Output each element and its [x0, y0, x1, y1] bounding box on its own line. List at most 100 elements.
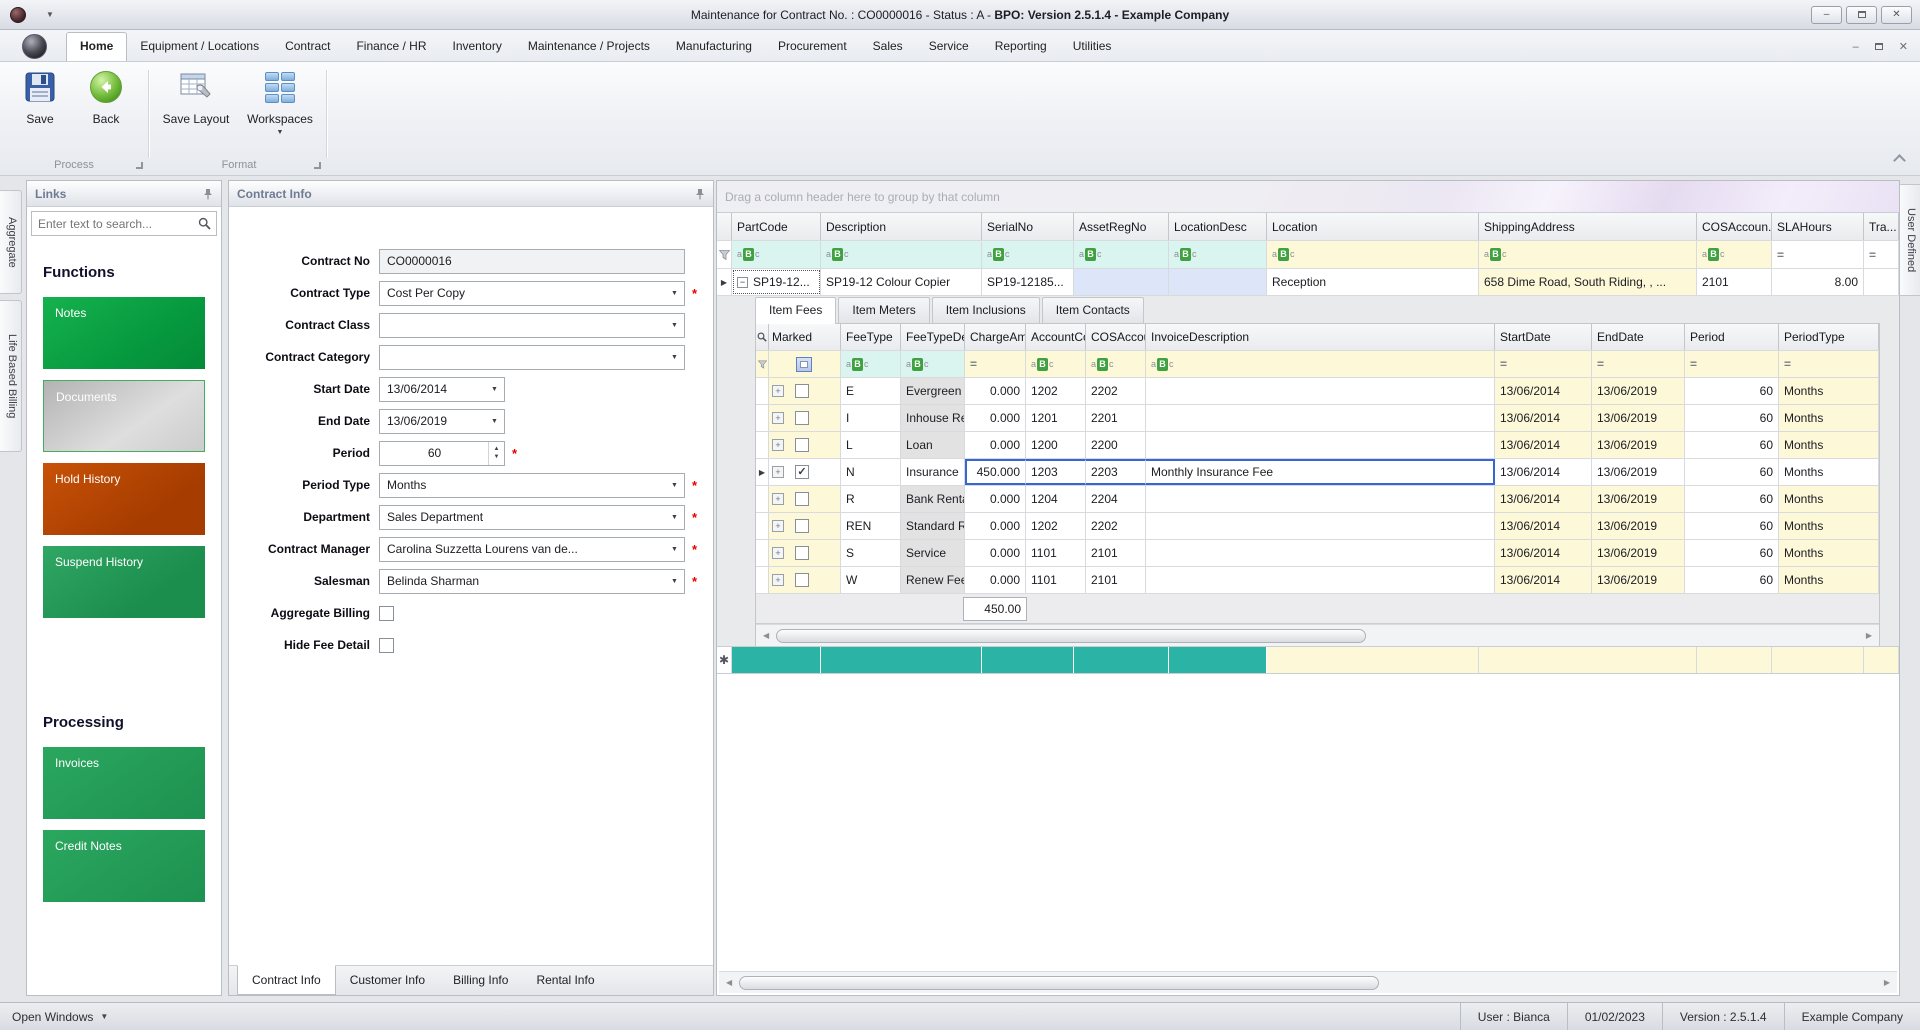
ribbon-tab-service[interactable]: Service — [928, 39, 969, 53]
scrollbar-thumb[interactable] — [776, 628, 1367, 643]
column-header-period[interactable]: Period — [1685, 324, 1779, 350]
feetype-cell[interactable]: R — [841, 486, 901, 512]
shippingaddress-cell[interactable]: 658 Dime Road, South Riding, , ... — [1479, 269, 1697, 295]
cosaccount-cell[interactable]: 2101 — [1697, 269, 1772, 295]
equipment-grid-new-row[interactable]: ✱ — [717, 647, 1899, 674]
marked-checkbox[interactable] — [795, 573, 809, 587]
column-header-feetype[interactable]: FeeType — [841, 324, 901, 350]
side-tab-aggregate[interactable]: Aggregate — [0, 190, 22, 294]
periodtype-cell[interactable]: Months — [1779, 459, 1879, 485]
startdate-cell[interactable]: 13/06/2014 — [1495, 459, 1592, 485]
tab-item-inclusions[interactable]: Item Inclusions — [931, 297, 1040, 323]
tab-item-fees[interactable]: Item Fees — [755, 297, 837, 324]
tra-cell[interactable] — [1864, 269, 1899, 295]
search-icon[interactable] — [198, 217, 211, 233]
filter-cell-periodtype[interactable]: = — [1779, 351, 1879, 377]
cosaccount-cell[interactable]: 2202 — [1086, 378, 1146, 404]
side-tab-life-based-billing[interactable]: Life Based Billing — [0, 300, 22, 452]
enddate-cell[interactable]: 13/06/2019 — [1592, 459, 1685, 485]
collapse-ribbon-icon[interactable] — [1893, 154, 1906, 167]
documents-button[interactable]: Documents — [43, 380, 205, 452]
ribbon-tab-procurement[interactable]: Procurement — [777, 39, 847, 53]
periodtype-cell[interactable]: Months — [1779, 432, 1879, 458]
cosaccount-cell[interactable]: 2203 — [1086, 459, 1146, 485]
filter-funnel-icon[interactable] — [756, 351, 769, 377]
startdate-cell[interactable]: 13/06/2014 — [1495, 486, 1592, 512]
expand-icon[interactable]: + — [772, 385, 784, 397]
hide-fee-detail-checkbox[interactable] — [379, 637, 394, 653]
new-partcode-cell[interactable] — [732, 647, 821, 673]
marked-checkbox-checked[interactable]: ✓ — [795, 465, 809, 479]
cosaccount-cell[interactable]: 2202 — [1086, 513, 1146, 539]
invoicedescription-cell[interactable] — [1146, 378, 1495, 404]
cosaccount-cell[interactable]: 2101 — [1086, 567, 1146, 593]
ribbon-tab-maintenance-projects[interactable]: Maintenance / Projects — [527, 39, 650, 53]
feetype-cell[interactable]: L — [841, 432, 901, 458]
expand-icon[interactable]: + — [772, 439, 784, 451]
marked-checkbox[interactable] — [795, 519, 809, 533]
hold-history-button[interactable]: Hold History — [43, 463, 205, 535]
item-fee-row[interactable]: + S Service 0.000 1101 2101 13/06/2014 1… — [756, 540, 1879, 567]
ribbon-tab-inventory[interactable]: Inventory — [452, 39, 502, 53]
column-header-locationdesc[interactable]: LocationDesc — [1169, 213, 1267, 240]
feetype-cell[interactable]: I — [841, 405, 901, 431]
new-locationdesc-cell[interactable] — [1169, 647, 1267, 673]
filter-cell-enddate[interactable]: = — [1592, 351, 1685, 377]
save-layout-button[interactable]: Save Layout — [158, 70, 234, 126]
grid-search-icon[interactable] — [756, 324, 769, 350]
scrollbar-thumb[interactable] — [739, 975, 1380, 990]
workspaces-button[interactable]: Workspaces ▼ — [240, 70, 320, 136]
enddate-cell[interactable]: 13/06/2019 — [1592, 567, 1685, 593]
marked-checkbox[interactable] — [795, 438, 809, 452]
contract-no-field[interactable]: CO0000016 — [379, 248, 685, 274]
column-header-startdate[interactable]: StartDate — [1495, 324, 1592, 350]
period-stepper[interactable]: 60 ▲ ▼ — [379, 440, 505, 466]
ribbon-tab-utilities[interactable]: Utilities — [1072, 39, 1112, 53]
group-by-bar[interactable]: Drag a column header here to group by th… — [717, 181, 1899, 213]
ribbon-tab-home[interactable]: Home — [66, 32, 128, 61]
column-header-cosaccount[interactable]: COSAccoun... — [1086, 324, 1146, 350]
filter-cell-slahours[interactable]: = — [1772, 241, 1864, 268]
period-cell[interactable]: 60 — [1685, 405, 1779, 431]
ribbon-tab-sales[interactable]: Sales — [872, 39, 903, 53]
column-header-slahours[interactable]: SLAHours — [1772, 213, 1864, 240]
feetypedesc-cell[interactable]: Standard R... — [901, 513, 965, 539]
cosaccount-cell[interactable]: 2200 — [1086, 432, 1146, 458]
invoicedescription-cell[interactable]: Monthly Insurance Fee — [1146, 459, 1495, 485]
invoicedescription-cell[interactable] — [1146, 486, 1495, 512]
contract-class-select[interactable]: ▼ — [379, 312, 685, 338]
periodtype-cell[interactable]: Months — [1779, 540, 1879, 566]
cosaccount-cell[interactable]: 2201 — [1086, 405, 1146, 431]
period-cell[interactable]: 60 — [1685, 567, 1779, 593]
chargeamount-cell[interactable]: 0.000 — [965, 378, 1026, 404]
pin-icon[interactable] — [203, 188, 213, 200]
feetypedesc-cell[interactable]: Insurance — [901, 459, 965, 485]
back-button[interactable]: Back — [72, 70, 140, 126]
period-cell[interactable]: 60 — [1685, 378, 1779, 404]
column-header-periodtype[interactable]: PeriodType — [1779, 324, 1879, 350]
scroll-right-icon[interactable]: ▶ — [1865, 631, 1872, 640]
item-fee-row[interactable]: + W Renew Fee 0.000 1101 2101 13/06/2014… — [756, 567, 1879, 594]
period-cell[interactable]: 60 — [1685, 432, 1779, 458]
column-header-marked[interactable]: Marked — [769, 324, 841, 350]
periodtype-cell[interactable]: Months — [1779, 486, 1879, 512]
ribbon-tab-reporting[interactable]: Reporting — [994, 39, 1047, 53]
tab-item-contacts[interactable]: Item Contacts — [1041, 297, 1144, 323]
invoicedescription-cell[interactable] — [1146, 567, 1495, 593]
chargeamount-cell[interactable]: 0.000 — [965, 405, 1026, 431]
locationdesc-cell[interactable] — [1169, 269, 1267, 295]
feetype-cell[interactable]: W — [841, 567, 901, 593]
filter-cell-tra[interactable]: = — [1864, 241, 1899, 268]
contract-manager-select[interactable]: Carolina Suzzetta Lourens van de... ▼ — [379, 536, 685, 562]
ribbon-tab-equipment-locations[interactable]: Equipment / Locations — [140, 39, 260, 53]
startdate-cell[interactable]: 13/06/2014 — [1495, 567, 1592, 593]
contract-category-select[interactable]: ▼ — [379, 344, 685, 370]
invoicedescription-cell[interactable] — [1146, 432, 1495, 458]
scroll-right-icon[interactable]: ▶ — [1883, 978, 1890, 987]
salesman-select[interactable]: Belinda Sharman ▼ — [379, 568, 685, 594]
contract-type-select[interactable]: Cost Per Copy ▼ — [379, 280, 685, 306]
mdi-restore-button[interactable] — [1874, 43, 1883, 50]
